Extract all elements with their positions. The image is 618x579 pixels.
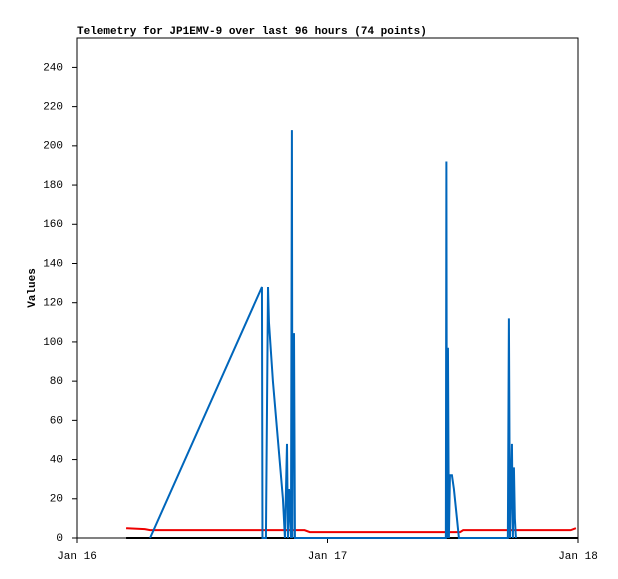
y-tick-label: 220 <box>43 102 63 114</box>
y-axis-label: Values <box>27 268 39 308</box>
series-line <box>149 130 517 539</box>
y-tick-label: 120 <box>43 298 63 310</box>
y-tick-label: 0 <box>56 533 63 545</box>
y-tick-label: 60 <box>50 415 63 427</box>
series-line <box>126 527 577 534</box>
plot-frame <box>76 37 579 539</box>
y-tick-label: 80 <box>50 376 63 388</box>
x-tick-label: Jan 16 <box>57 551 97 563</box>
y-tick-label: 20 <box>50 494 63 506</box>
y-tick-label: 180 <box>43 180 63 192</box>
x-tick-label: Jan 18 <box>558 551 598 563</box>
y-tick-label: 40 <box>50 454 63 466</box>
x-tick-label: Jan 17 <box>308 551 348 563</box>
y-tick-label: 140 <box>43 258 63 270</box>
y-tick-label: 160 <box>43 219 63 231</box>
y-tick-label: 200 <box>43 141 63 153</box>
chart-title: Telemetry for JP1EMV-9 over last 96 hour… <box>77 26 427 38</box>
y-tick-label: 100 <box>43 337 63 349</box>
y-tick-label: 240 <box>43 62 63 74</box>
